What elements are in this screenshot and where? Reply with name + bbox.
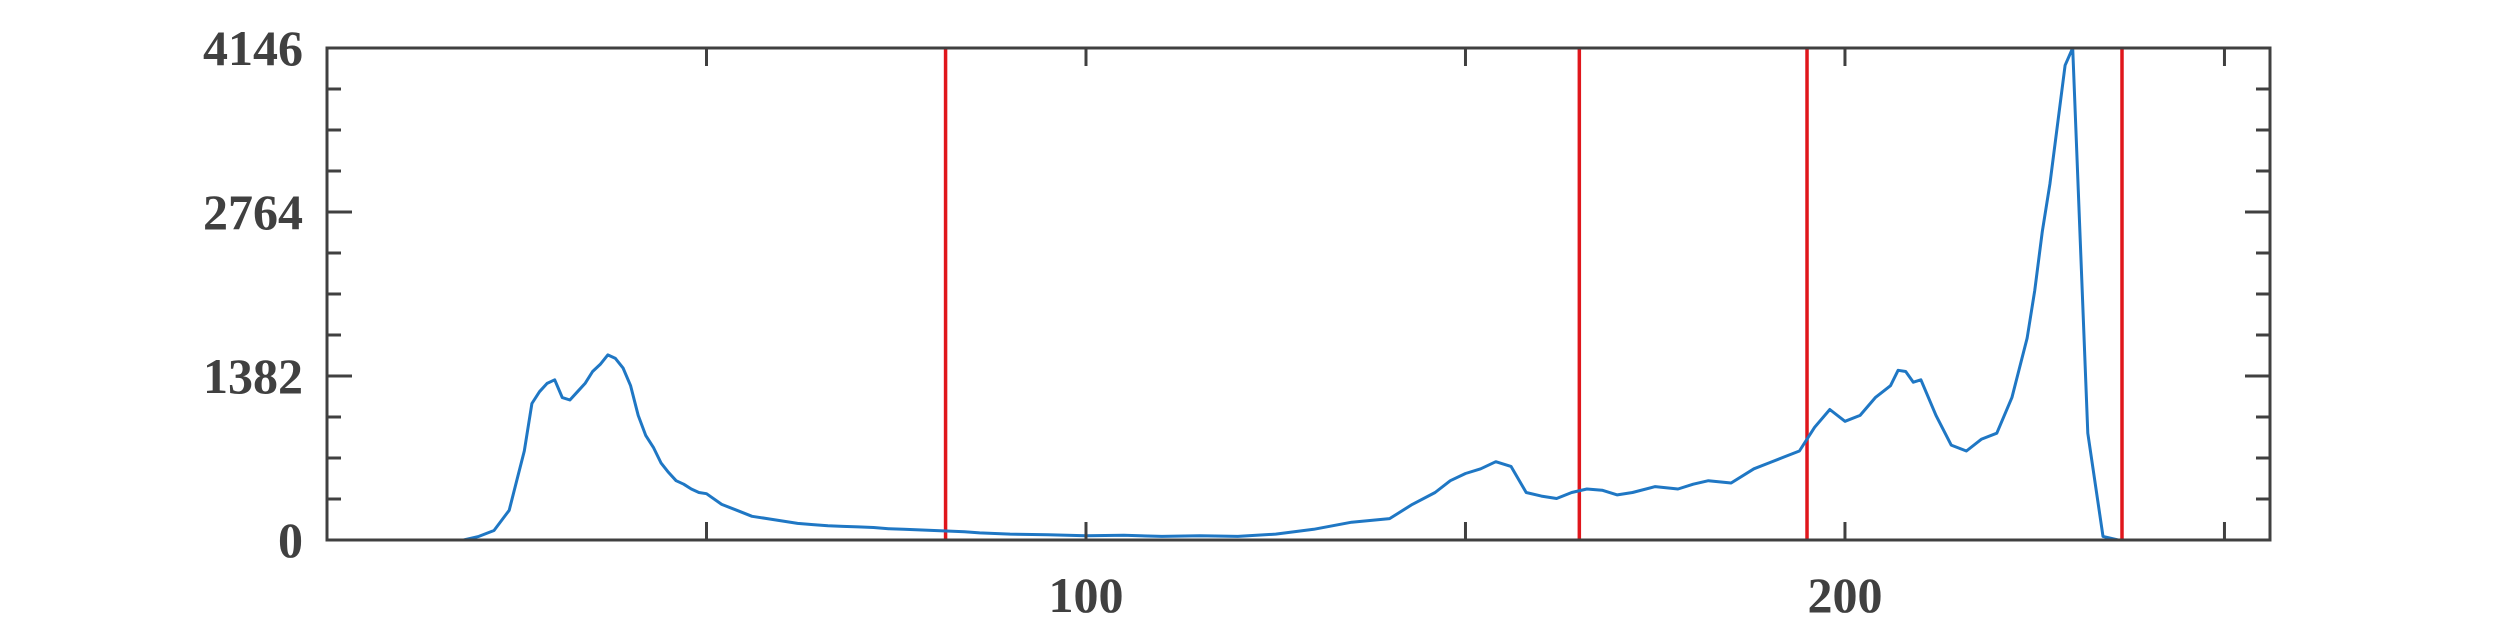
y-tick-label: 2764 <box>203 184 303 240</box>
y-tick-labels: 0 1382 2764 4146 <box>203 20 303 568</box>
x-tick-label: 200 <box>1807 567 1882 623</box>
x-tick-labels: 100 200 <box>1048 567 1882 623</box>
axis-ticks <box>327 48 2270 540</box>
y-tick-label: 1382 <box>203 348 303 404</box>
threshold-lines <box>943 48 2124 540</box>
series-lines <box>327 46 2270 542</box>
plot-background <box>327 48 2270 540</box>
y-tick-label: 0 <box>278 512 303 568</box>
y-tick-label: 4146 <box>203 20 303 76</box>
series-line-1 <box>327 46 2270 542</box>
x-tick-label: 100 <box>1048 567 1123 623</box>
